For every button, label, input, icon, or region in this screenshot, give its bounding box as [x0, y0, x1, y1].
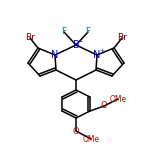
Text: F: F — [61, 28, 67, 36]
Text: +: + — [99, 48, 104, 54]
Text: −: − — [77, 38, 83, 43]
Text: B: B — [73, 40, 79, 50]
Text: N: N — [93, 50, 101, 60]
Text: OMe: OMe — [109, 95, 127, 104]
Text: O: O — [101, 102, 107, 111]
Text: O: O — [73, 126, 79, 135]
Text: N: N — [51, 50, 59, 60]
Text: F: F — [85, 28, 91, 36]
Text: Br: Br — [117, 33, 127, 43]
Text: OMe: OMe — [82, 135, 100, 143]
Text: Br: Br — [25, 33, 35, 43]
